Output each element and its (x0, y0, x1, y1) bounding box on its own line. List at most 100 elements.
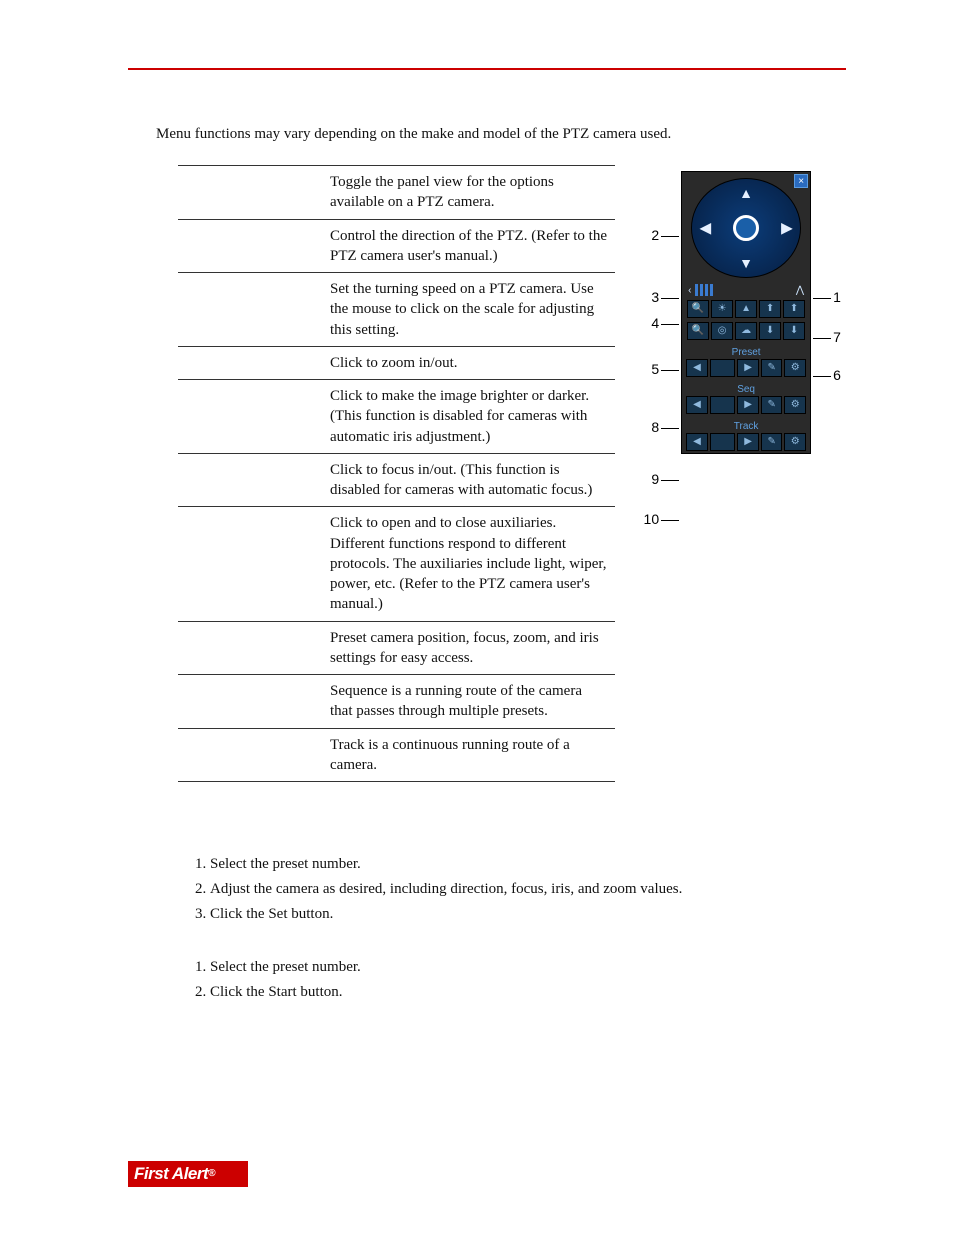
callout-1: 1 (811, 289, 841, 305)
speed-tick (695, 284, 698, 296)
table-row: Control the direction of the PTZ. (Refer… (178, 219, 615, 273)
speed-label-icon: ‹ (686, 285, 693, 296)
section-button[interactable]: ✎ (761, 396, 783, 414)
table-cell-desc: Click to open and to close auxiliaries. … (326, 507, 615, 621)
callout-2: 2 (641, 227, 681, 243)
table-row: Sequence is a running route of the camer… (178, 675, 615, 729)
dpad-right-icon[interactable]: ▶ (781, 220, 792, 237)
adjust-button[interactable]: ☀ (711, 300, 733, 318)
table-cell-num (178, 621, 326, 675)
adjust-button[interactable]: ☁ (735, 322, 757, 340)
adjust-row-2: 🔍◎☁⬇⬇ (682, 320, 810, 342)
table-cell-desc: Click to zoom in/out. (326, 346, 615, 379)
dpad-up-icon[interactable]: ▲ (739, 185, 753, 201)
table-row: Toggle the panel view for the options av… (178, 166, 615, 220)
section-button[interactable]: ✎ (761, 433, 783, 451)
adjust-button[interactable]: ⬆ (783, 300, 805, 318)
adjust-button[interactable]: 🔍 (687, 322, 709, 340)
dpad-down-icon[interactable]: ▼ (739, 255, 753, 271)
table-cell-desc: Preset camera position, focus, zoom, and… (326, 621, 615, 675)
adjust-button[interactable]: ⬆ (759, 300, 781, 318)
direction-pad[interactable]: ▲ ▼ ◀ ▶ (691, 178, 801, 278)
preset-set-steps: Select the preset number.Adjust the came… (188, 852, 846, 927)
list-item: Click the Set button. (210, 902, 846, 927)
speed-tick (705, 284, 708, 296)
section-button[interactable]: ▶ (737, 359, 759, 377)
section-button[interactable]: ✎ (761, 359, 783, 377)
section-button[interactable]: ◀ (686, 359, 708, 377)
list-item: Select the preset number. (210, 852, 846, 877)
table-cell-num (178, 507, 326, 621)
table-cell-desc: Sequence is a running route of the camer… (326, 675, 615, 729)
table-cell-num (178, 273, 326, 347)
dpad-center-icon[interactable] (733, 215, 759, 241)
table-cell-desc: Control the direction of the PTZ. (Refer… (326, 219, 615, 273)
section-button[interactable]: ⚙ (784, 433, 806, 451)
adjust-button[interactable]: ⬇ (783, 322, 805, 340)
table-cell-num (178, 219, 326, 273)
section-button[interactable] (710, 396, 736, 414)
ptz-control-panel: × ▲ ▼ ◀ ▶ ‹ ⋀ 🔍☀▲⬆⬆ 🔍◎☁⬇⬇ Preset◀▶✎⚙Seq◀… (681, 171, 811, 454)
section-label: Track (686, 421, 806, 432)
adjust-button[interactable]: ▲ (735, 300, 757, 318)
close-icon[interactable]: × (794, 174, 808, 188)
callout-10: 10 (641, 511, 681, 527)
section-track: Track◀ ▶✎⚙ (682, 418, 810, 453)
table-row: Click to focus in/out. (This function is… (178, 453, 615, 507)
brand-logo: First Alert® (128, 1161, 248, 1187)
header-rule (128, 68, 846, 70)
callout-9: 9 (641, 471, 681, 487)
list-item: Select the preset number. (210, 955, 846, 980)
section-label: Preset (686, 347, 806, 358)
brand-logo-text: First Alert (134, 1164, 208, 1183)
table-cell-num (178, 728, 326, 782)
section-seq: Seq◀ ▶✎⚙ (682, 381, 810, 416)
speed-tick (700, 284, 703, 296)
section-button[interactable] (710, 433, 736, 451)
section-button[interactable]: ▶ (737, 433, 759, 451)
table-cell-desc: Track is a continuous running route of a… (326, 728, 615, 782)
intro-text: Menu functions may vary depending on the… (128, 126, 846, 143)
table-cell-desc: Set the turning speed on a PTZ camera. U… (326, 273, 615, 347)
table-cell-num (178, 675, 326, 729)
table-cell-num (178, 346, 326, 379)
preset-start-steps: Select the preset number.Click the Start… (188, 955, 846, 1005)
functions-table-wrap: Toggle the panel view for the options av… (178, 165, 615, 782)
table-row: Set the turning speed on a PTZ camera. U… (178, 273, 615, 347)
table-cell-num (178, 380, 326, 454)
section-preset: Preset◀ ▶✎⚙ (682, 344, 810, 379)
list-item: Click the Start button. (210, 980, 846, 1005)
table-cell-desc: Toggle the panel view for the options av… (326, 166, 615, 220)
callout-4: 4 (641, 315, 681, 331)
adjust-row-1: 🔍☀▲⬆⬆ (682, 298, 810, 320)
functions-table: Toggle the panel view for the options av… (178, 165, 615, 782)
table-cell-desc: Click to make the image brighter or dark… (326, 380, 615, 454)
adjust-button[interactable]: ◎ (711, 322, 733, 340)
dpad-left-icon[interactable]: ◀ (700, 220, 711, 237)
table-cell-num (178, 166, 326, 220)
callout-7: 7 (811, 329, 841, 345)
section-label: Seq (686, 384, 806, 395)
section-button[interactable]: ◀ (686, 396, 708, 414)
table-row: Click to open and to close auxiliaries. … (178, 507, 615, 621)
adjust-button[interactable]: ⬇ (759, 322, 781, 340)
section-button[interactable]: ⚙ (784, 396, 806, 414)
adjust-button[interactable]: 🔍 (687, 300, 709, 318)
speed-caret-icon: ⋀ (794, 285, 806, 296)
table-row: Click to zoom in/out. (178, 346, 615, 379)
table-row: Track is a continuous running route of a… (178, 728, 615, 782)
table-row: Preset camera position, focus, zoom, and… (178, 621, 615, 675)
content-row: Toggle the panel view for the options av… (128, 165, 846, 782)
section-button[interactable] (710, 359, 736, 377)
section-button[interactable]: ⚙ (784, 359, 806, 377)
speed-tick (710, 284, 713, 296)
section-button[interactable]: ◀ (686, 433, 708, 451)
section-button[interactable]: ▶ (737, 396, 759, 414)
callout-5: 5 (641, 361, 681, 377)
steps-block: Select the preset number.Adjust the came… (188, 852, 846, 1005)
list-item: Adjust the camera as desired, including … (210, 877, 846, 902)
callout-8: 8 (641, 419, 681, 435)
table-row: Click to make the image brighter or dark… (178, 380, 615, 454)
speed-scale[interactable]: ‹ ⋀ (682, 282, 810, 298)
table-cell-desc: Click to focus in/out. (This function is… (326, 453, 615, 507)
